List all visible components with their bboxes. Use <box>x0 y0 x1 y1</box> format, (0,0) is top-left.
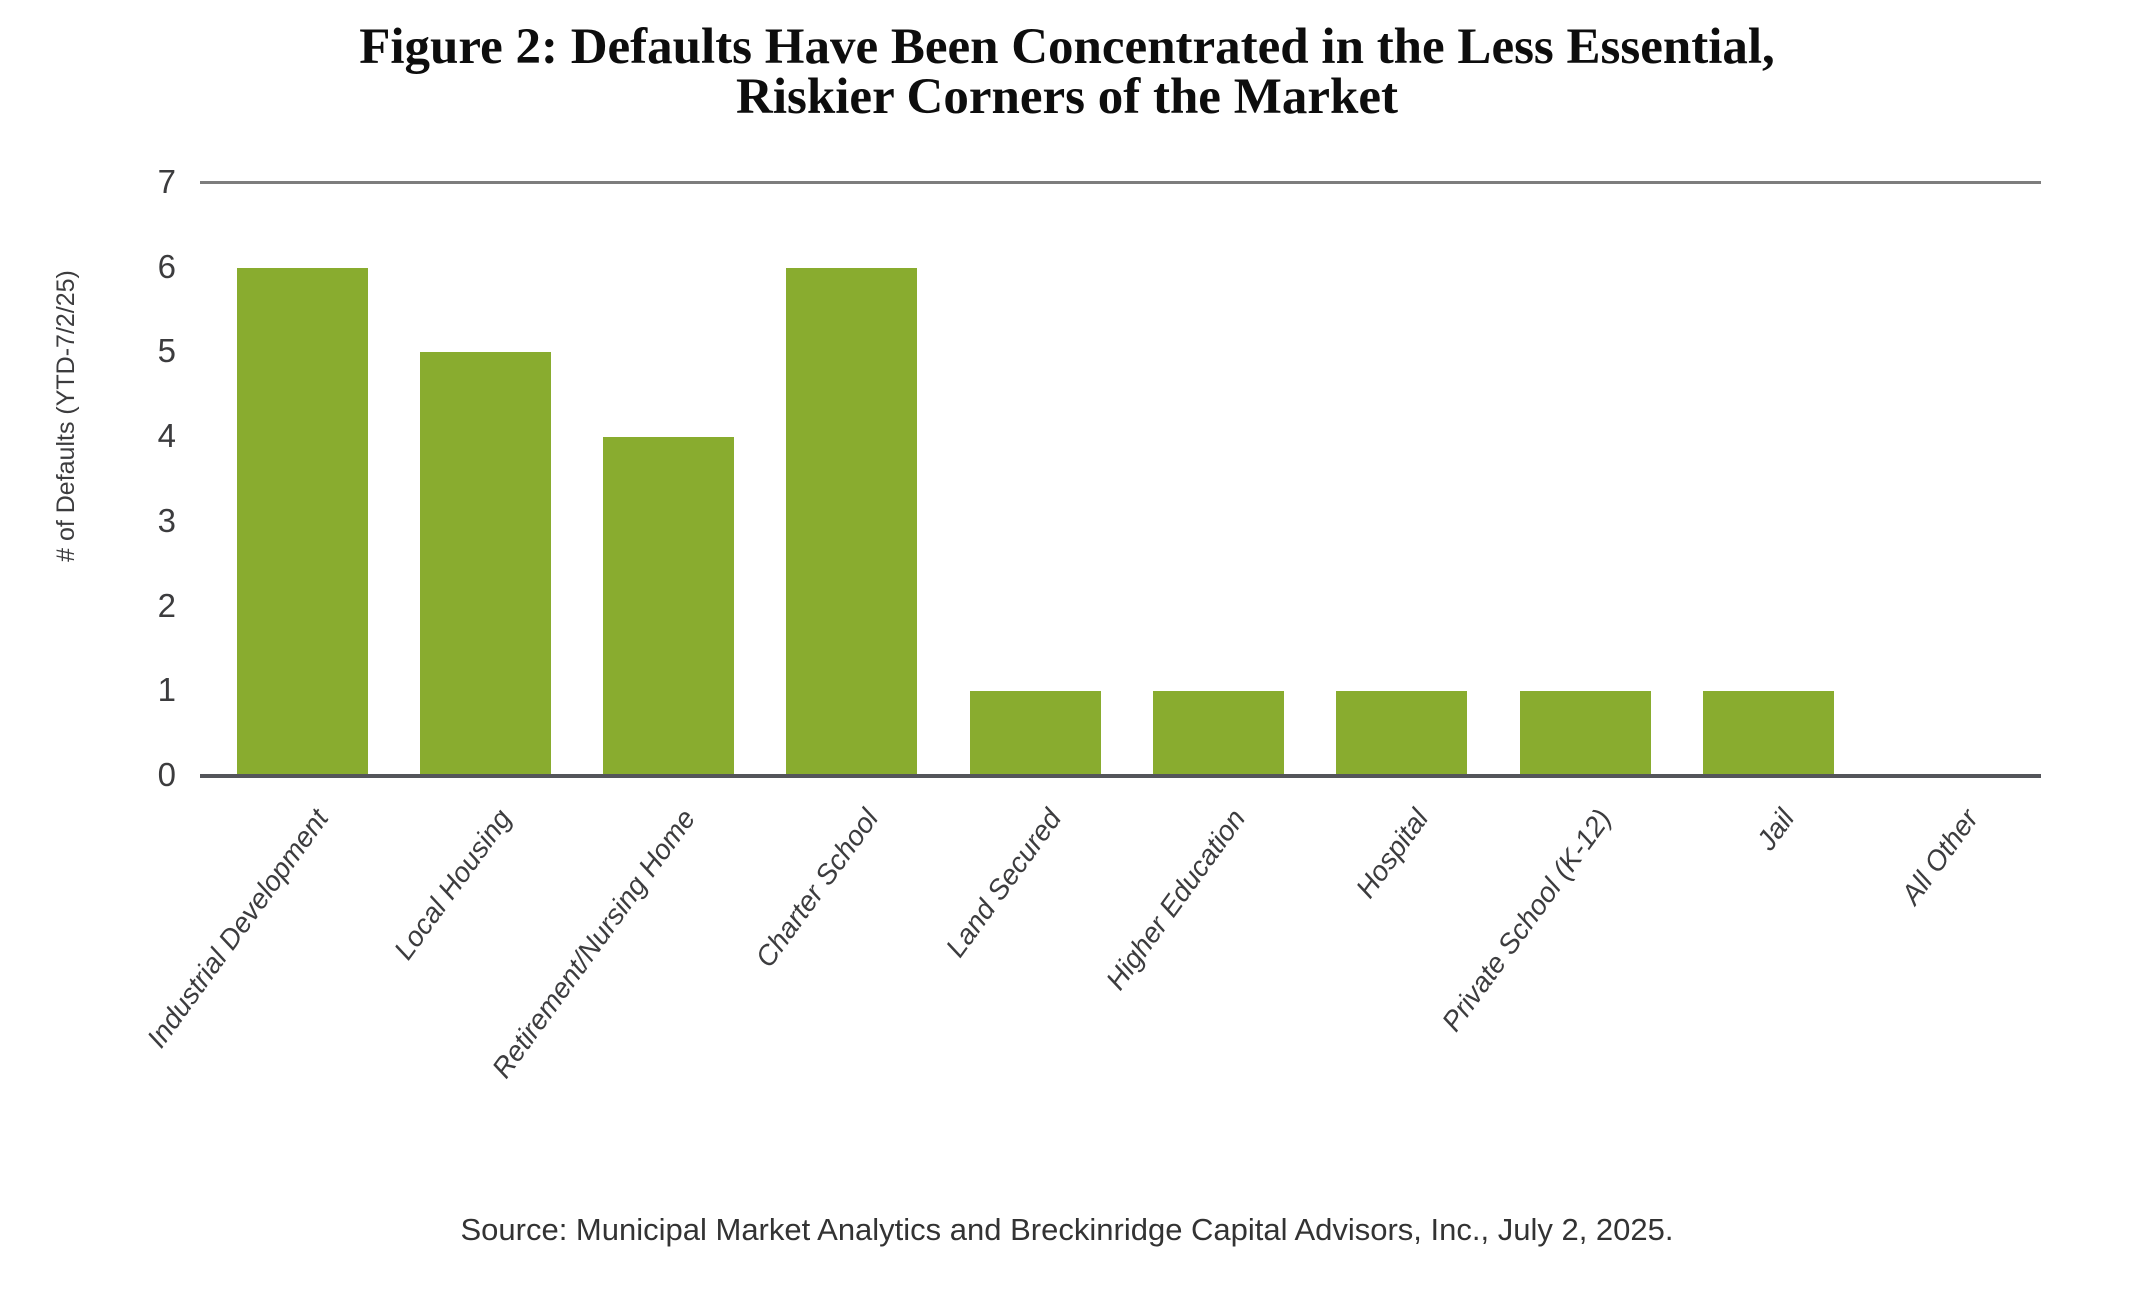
x-label-charter-school: Charter School <box>749 803 885 973</box>
x-label-higher-education: Higher Education <box>1099 803 1251 996</box>
y-axis-title: # of Defaults (YTD-7/2/25) <box>52 270 80 562</box>
y-tick-4: 4 <box>157 417 176 455</box>
x-label-industrial-development: Industrial Development <box>140 803 335 1054</box>
y-tick-5: 5 <box>157 332 176 370</box>
bar-local-housing <box>419 352 551 776</box>
bar-private-school-k-12 <box>1519 691 1651 776</box>
x-label-jail: Jail <box>1750 803 1801 856</box>
bar-industrial-development <box>236 267 368 776</box>
x-label-all-other: All Other <box>1894 803 1984 910</box>
y-tick-1: 1 <box>157 671 176 709</box>
x-label-local-housing: Local Housing <box>388 803 518 966</box>
source-note: Source: Municipal Market Analytics and B… <box>460 1212 1674 1247</box>
bar-jail <box>1702 691 1834 776</box>
y-tick-7: 7 <box>157 163 176 201</box>
y-tick-3: 3 <box>157 502 176 540</box>
x-label-private-school-k-12: Private School (K-12) <box>1435 803 1618 1037</box>
chart-title-line2: Riskier Corners of the Market <box>736 69 1398 125</box>
plot-area <box>200 181 2041 778</box>
y-tick-6: 6 <box>157 247 176 285</box>
chart-title: Figure 2: Defaults Have Been Concentrate… <box>0 19 2134 125</box>
bar-land-secured <box>969 691 1101 776</box>
x-axis-line <box>200 774 2041 778</box>
bar-retirement-nursing-home <box>603 437 735 776</box>
y-tick-0: 0 <box>157 756 176 794</box>
x-label-hospital: Hospital <box>1349 803 1435 904</box>
bar-hospital <box>1336 691 1468 776</box>
x-label-land-secured: Land Secured <box>939 803 1068 963</box>
x-label-retirement-nursing-home: Retirement/Nursing Home <box>485 803 701 1084</box>
y-tick-2: 2 <box>157 586 176 624</box>
bar-charter-school <box>786 267 918 776</box>
gridline-top <box>200 181 2041 184</box>
chart-title-line1: Figure 2: Defaults Have Been Concentrate… <box>359 19 1775 75</box>
bar-higher-education <box>1153 691 1284 776</box>
